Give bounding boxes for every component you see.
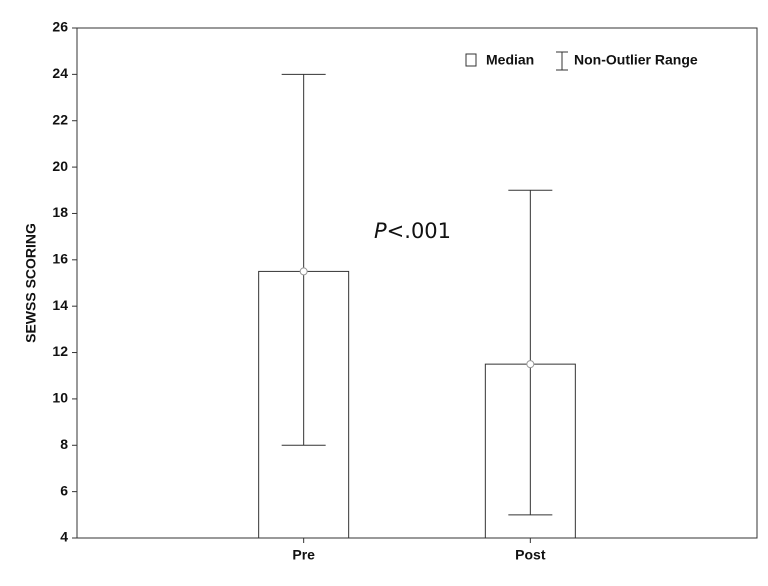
plot-frame <box>76 27 758 539</box>
y-tick-label: 14 <box>52 297 68 313</box>
y-tick-label: 16 <box>52 251 68 267</box>
y-tick-label: 12 <box>52 343 68 359</box>
y-tick-label: 18 <box>52 204 68 220</box>
y-tick-label: 20 <box>52 158 68 174</box>
y-tick-label: 10 <box>52 390 68 406</box>
legend-label: Median <box>486 52 534 68</box>
legend-median-icon <box>465 53 477 67</box>
y-tick-label: 24 <box>52 65 68 81</box>
x-tick-label: Post <box>515 547 546 563</box>
y-tick-label: 4 <box>60 529 68 545</box>
legend-label: Non-Outlier Range <box>574 52 698 68</box>
median-point <box>299 267 308 276</box>
y-tick-label: 6 <box>60 482 68 498</box>
y-tick-label: 26 <box>52 19 68 35</box>
median-point <box>526 360 535 369</box>
y-tick-label: 22 <box>52 111 68 127</box>
annotation: P<.001 <box>374 219 452 243</box>
y-axis-label: SEWSS SCORING <box>23 223 39 343</box>
x-tick-label: Pre <box>292 547 315 563</box>
y-tick-label: 8 <box>60 436 68 452</box>
legend-range-icon <box>556 51 568 71</box>
